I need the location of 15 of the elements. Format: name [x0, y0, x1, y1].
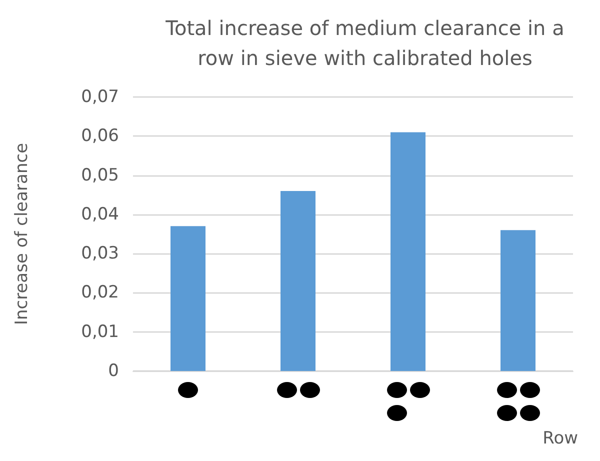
y-tick-label: 0,01: [81, 322, 119, 342]
y-tick-label: 0,07: [81, 87, 119, 107]
bar: [500, 230, 536, 371]
bar: [390, 132, 426, 371]
bar: [170, 226, 206, 371]
y-tick-label: 0,03: [81, 244, 119, 264]
bar: [280, 190, 316, 371]
y-axis-title: Increase of clearance: [12, 142, 32, 326]
x-axis-title: Row: [542, 428, 578, 448]
y-tick-label: 0,02: [81, 282, 119, 303]
y-tick-label: 0,06: [81, 126, 119, 146]
chart-title: Total increase of medium clearance in a row in sieve with calibrated holes: [164, 16, 564, 70]
y-tick-label: 0: [108, 361, 119, 381]
y-tick-label: 0,05: [81, 165, 119, 186]
y-tick-label: 0,04: [81, 204, 119, 224]
